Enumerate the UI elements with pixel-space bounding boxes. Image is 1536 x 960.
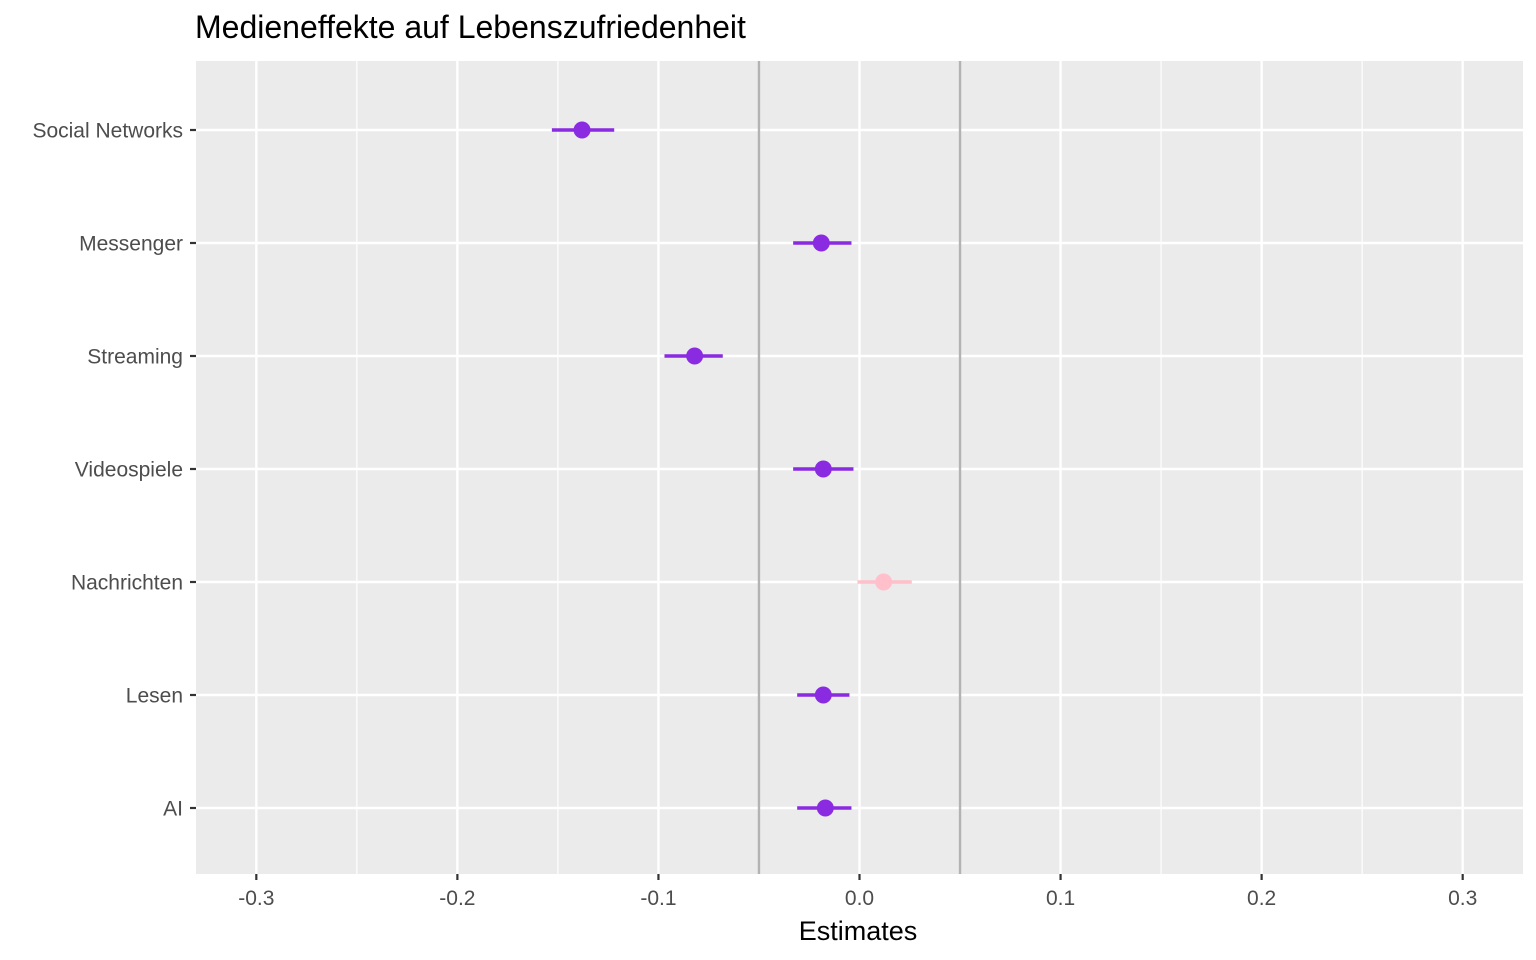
x-tick-label: 0.1	[1046, 887, 1075, 910]
x-axis: -0.3 -0.2 -0.1 0.0 0.1 0.2 0.3	[238, 874, 1477, 910]
chart-title: Medieneffekte auf Lebenszufriedenheit	[195, 9, 746, 45]
reference-lines	[757, 61, 962, 874]
x-tick-label: -0.3	[238, 887, 274, 910]
estimate-point	[814, 460, 832, 478]
y-tick-label: Videospiele	[75, 459, 183, 482]
estimate-point	[875, 573, 893, 591]
x-tick-label: 0.0	[845, 887, 874, 910]
x-axis-title: Estimates	[799, 916, 918, 946]
y-tick-label: Nachrichten	[71, 572, 183, 595]
estimate-point	[812, 234, 830, 252]
x-tick-label: -0.2	[439, 887, 475, 910]
y-tick-label: Social Networks	[32, 120, 183, 143]
estimate-marks	[551, 121, 912, 817]
y-tick-label: Lesen	[126, 685, 183, 708]
estimate-point	[573, 121, 591, 139]
x-tick-label: 0.3	[1448, 887, 1477, 910]
y-tick-label: AI	[163, 798, 183, 821]
estimate-point	[814, 686, 832, 704]
estimate-point	[686, 347, 704, 365]
y-axis: Social Networks Messenger Streaming Videosp…	[32, 120, 196, 821]
x-tick-label: 0.2	[1247, 887, 1276, 910]
x-tick-label: -0.1	[640, 887, 676, 910]
estimate-point	[816, 799, 834, 817]
y-tick-label: Messenger	[79, 233, 183, 256]
y-tick-label: Streaming	[87, 346, 183, 369]
